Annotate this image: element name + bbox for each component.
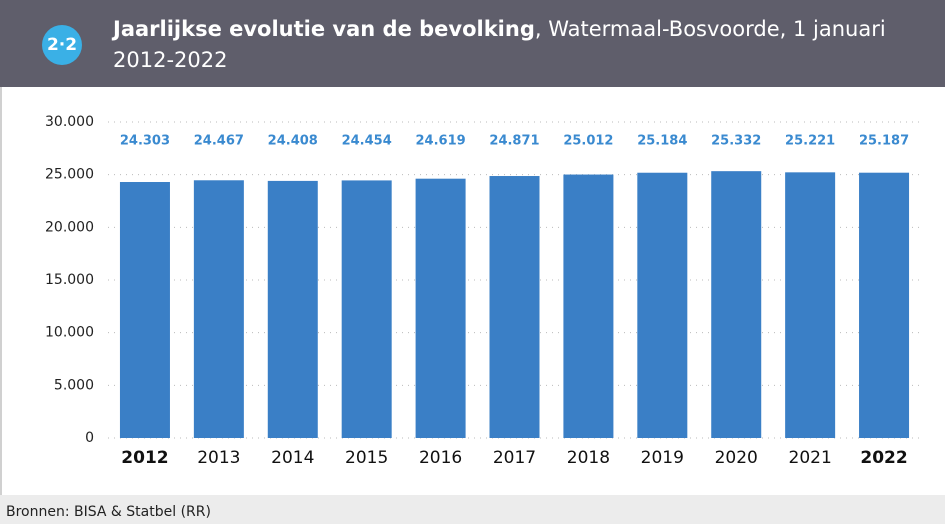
- x-tick-label: 2020: [715, 448, 758, 468]
- badge: 2·2: [42, 25, 82, 65]
- value-label: 25.221: [785, 134, 835, 149]
- bar: [563, 174, 614, 438]
- bar: [637, 172, 688, 439]
- source: Bronnen: BISA & Statbel (RR): [6, 504, 211, 520]
- y-tick-label: 25.000: [45, 167, 94, 183]
- x-tick-label: 2017: [493, 448, 536, 468]
- header: 2·2 Jaarlijkse evolutie van de bevolking…: [0, 0, 945, 87]
- bar: [341, 180, 392, 439]
- x-tick-label: 2021: [789, 448, 832, 468]
- footer: [0, 495, 945, 524]
- x-tick-label: 2013: [197, 448, 240, 468]
- frame-border: [0, 87, 2, 495]
- x-tick-label: 2014: [271, 448, 314, 468]
- y-tick-label: 5.000: [54, 377, 94, 393]
- bar: [785, 172, 836, 438]
- bar: [267, 180, 318, 438]
- bar: [489, 176, 540, 439]
- title-box: Jaarlijkse evolutie van de bevolking, Wa…: [113, 14, 913, 76]
- bar: [415, 178, 466, 438]
- x-tick-label: 2015: [345, 448, 388, 468]
- value-label: 24.408: [268, 134, 318, 149]
- y-tick-label: 0: [85, 430, 94, 446]
- value-label: 25.184: [637, 134, 687, 149]
- bar: [859, 172, 910, 438]
- value-label: 25.012: [563, 134, 613, 149]
- bar: [193, 180, 244, 438]
- chart-subtitle: , Watermaal-Bosvoorde, 1 januari 2012-20…: [113, 17, 886, 72]
- value-label: 24.871: [489, 134, 539, 149]
- y-tick-label: 15.000: [45, 272, 94, 288]
- value-label: 24.619: [416, 134, 466, 149]
- x-tick-label: 2012: [121, 448, 168, 468]
- value-label: 24.454: [342, 134, 392, 149]
- x-tick-label: 2019: [641, 448, 684, 468]
- x-tick-label: 2016: [419, 448, 462, 468]
- x-tick-label: 2018: [567, 448, 610, 468]
- value-label: 24.303: [120, 134, 170, 149]
- y-tick-label: 30.000: [45, 114, 94, 130]
- y-tick-label: 20.000: [45, 219, 94, 235]
- x-tick-label: 2022: [860, 448, 907, 468]
- value-label: 25.187: [859, 134, 909, 149]
- bar: [119, 182, 170, 438]
- value-label: 25.332: [711, 134, 761, 149]
- chart-title: Jaarlijkse evolutie van de bevolking: [113, 17, 535, 41]
- bar: [711, 171, 762, 438]
- y-tick-label: 10.000: [45, 325, 94, 341]
- value-label: 24.467: [194, 134, 244, 149]
